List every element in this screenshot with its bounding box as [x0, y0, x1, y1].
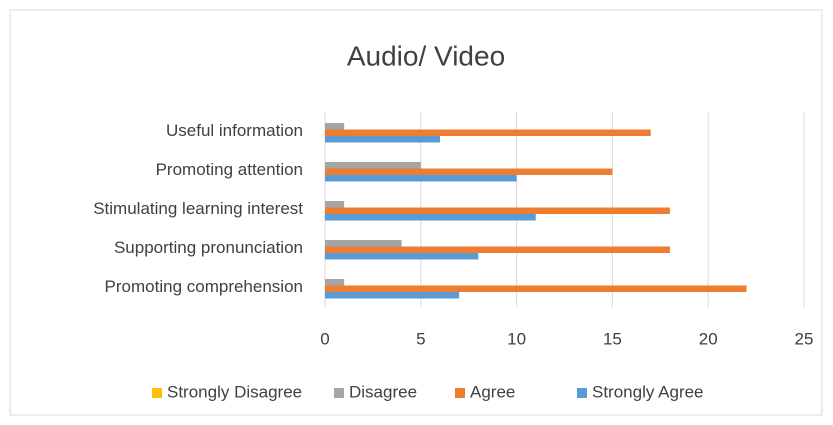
legend-label: Disagree	[349, 382, 417, 401]
x-tick-label: 15	[603, 329, 622, 348]
bar	[325, 253, 479, 260]
bar	[325, 136, 440, 143]
x-tick-label: 10	[507, 329, 526, 348]
bar	[325, 214, 536, 221]
y-tick-label: Useful information	[166, 121, 303, 140]
bar	[325, 201, 345, 208]
legend-label: Strongly Disagree	[167, 382, 302, 401]
y-tick-label: Stimulating learning interest	[93, 199, 303, 218]
x-tick-label: 0	[320, 329, 329, 348]
bar	[325, 123, 345, 130]
bar	[325, 175, 517, 182]
legend-label: Strongly Agree	[592, 382, 704, 401]
bar	[325, 246, 670, 253]
bar	[325, 129, 651, 136]
bar	[325, 285, 747, 292]
legend-label: Agree	[470, 382, 515, 401]
legend-swatch	[577, 388, 587, 398]
bar	[325, 162, 421, 169]
legend-swatch	[152, 388, 162, 398]
legend-swatch	[455, 388, 465, 398]
chart-title: Audio/ Video	[347, 40, 505, 71]
bar	[325, 240, 402, 247]
legend-swatch	[334, 388, 344, 398]
y-tick-label: Promoting comprehension	[105, 277, 303, 296]
y-tick-label: Promoting attention	[156, 160, 303, 179]
x-tick-label: 5	[416, 329, 425, 348]
bar	[325, 207, 670, 214]
bar	[325, 279, 345, 286]
bar	[325, 168, 613, 175]
bar	[325, 292, 460, 299]
x-tick-label: 20	[699, 329, 718, 348]
x-tick-label: 25	[795, 329, 814, 348]
y-tick-label: Supporting pronunciation	[114, 238, 303, 257]
